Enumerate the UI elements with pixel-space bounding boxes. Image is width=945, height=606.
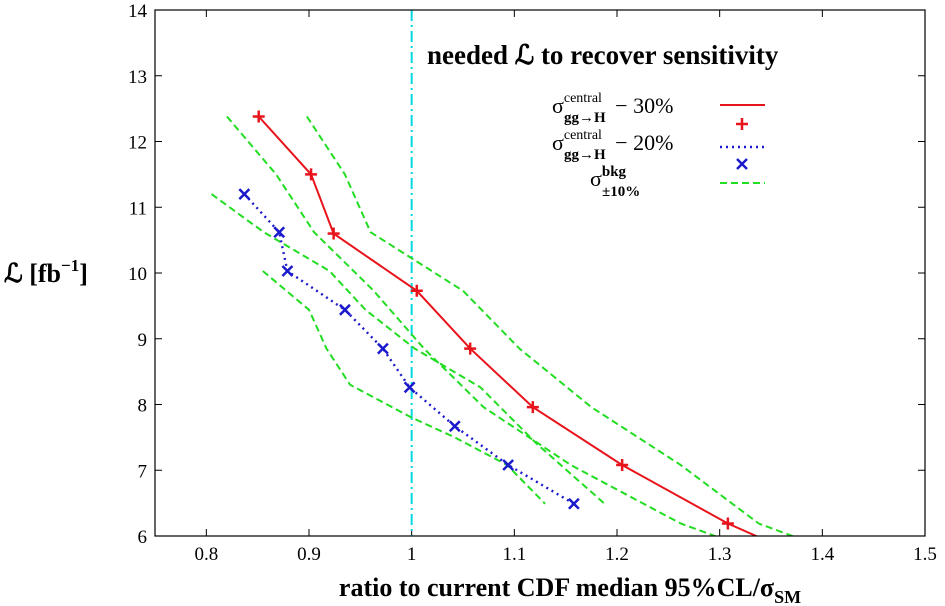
plot-frame	[154, 9, 926, 537]
point-minus20	[273, 226, 286, 239]
point-minus20	[502, 459, 515, 471]
legend-sym: σ	[590, 166, 602, 191]
legend-sup: central	[564, 91, 602, 106]
point-minus20	[377, 342, 389, 355]
y-tick-label: 9	[138, 330, 148, 351]
series-line-minus20	[243, 193, 575, 505]
axis-ticks	[155, 9, 926, 537]
legend-sub: gg→H	[564, 110, 606, 126]
point-minus20	[339, 303, 351, 316]
point-minus20	[448, 420, 461, 433]
y-axis-label-main: ℒ [fb	[4, 259, 61, 288]
chart-title: needed ℒ to recover sensitivity	[427, 40, 779, 70]
x-tick-label: 1	[407, 544, 417, 565]
series-line-bkg_a_high	[306, 115, 796, 536]
y-tick-label: 13	[128, 67, 147, 88]
legend-sup: bkg	[602, 164, 627, 180]
x-tick-label: 1.3	[708, 544, 732, 565]
point-minus30	[305, 168, 318, 181]
x-tick-label: 1.2	[605, 544, 629, 565]
x-tick-label: 0.9	[297, 544, 321, 565]
y-tick-labels: 6 7 8 9 10 11 12 13 14	[128, 1, 148, 548]
legend-sym: σ	[552, 93, 564, 118]
legend-sup: central	[564, 128, 602, 143]
point-minus20	[403, 381, 416, 394]
y-tick-label: 12	[128, 133, 147, 154]
y-axis-label-close: ]	[79, 259, 88, 288]
y-tick-label: 8	[138, 396, 148, 417]
point-minus20	[567, 497, 580, 510]
y-tick-label: 11	[129, 198, 147, 219]
x-tick-label: 1.4	[810, 544, 834, 565]
x-axis-label-sub: SM	[774, 587, 801, 606]
x-tick-label: 0.8	[194, 544, 218, 565]
series-layer	[210, 110, 796, 536]
legend: σcentral gg→H − 30% σcentral gg→H − 20% σb…	[552, 91, 765, 200]
point-minus30	[526, 401, 539, 414]
point-minus20	[281, 265, 294, 277]
x-tick-labels: 0.8 0.9 1 1.1 1.2 1.3 1.4 1.5	[194, 544, 936, 565]
legend-marker-minus20	[736, 158, 748, 170]
legend-entry-minus30: σcentral gg→H − 30%	[552, 91, 673, 126]
y-axis-label: ℒ [fb−1]	[4, 256, 88, 288]
legend-entry-minus20: σcentral gg→H − 20%	[552, 128, 673, 163]
y-axis-label-sup: −1	[61, 256, 79, 275]
legend-sub: gg→H	[564, 147, 606, 163]
y-tick-label: 6	[138, 527, 148, 548]
point-minus30	[616, 458, 629, 471]
y-tick-label: 10	[128, 264, 147, 285]
series-line-bkg_a_low	[226, 115, 718, 536]
series-line-bkg_b_high	[210, 193, 606, 505]
legend-suffix: − 30%	[610, 93, 674, 118]
x-tick-label: 1.1	[502, 544, 526, 565]
point-minus30	[327, 227, 340, 240]
x-axis-label: ratio to current CDF median 95%CL/σSM	[339, 573, 801, 606]
series-line-minus30	[257, 115, 759, 536]
point-minus30	[464, 342, 477, 355]
y-tick-label: 14	[128, 1, 148, 22]
point-minus20	[238, 188, 251, 200]
x-tick-label: 1.5	[913, 544, 937, 565]
y-tick-label: 7	[138, 461, 148, 482]
legend-suffix: − 20%	[610, 130, 674, 155]
x-axis-label-main: ratio to current CDF median 95%CL/σ	[339, 573, 774, 602]
point-minus30	[252, 110, 265, 123]
legend-entry-bkg: σbkg ±10%	[590, 164, 640, 200]
legend-marker-minus30	[736, 118, 748, 130]
series-line-bkg_b_low	[262, 270, 546, 505]
point-minus30	[410, 284, 423, 297]
legend-sym: σ	[552, 130, 564, 155]
point-minus30	[721, 517, 734, 530]
legend-sub: ±10%	[602, 184, 640, 200]
